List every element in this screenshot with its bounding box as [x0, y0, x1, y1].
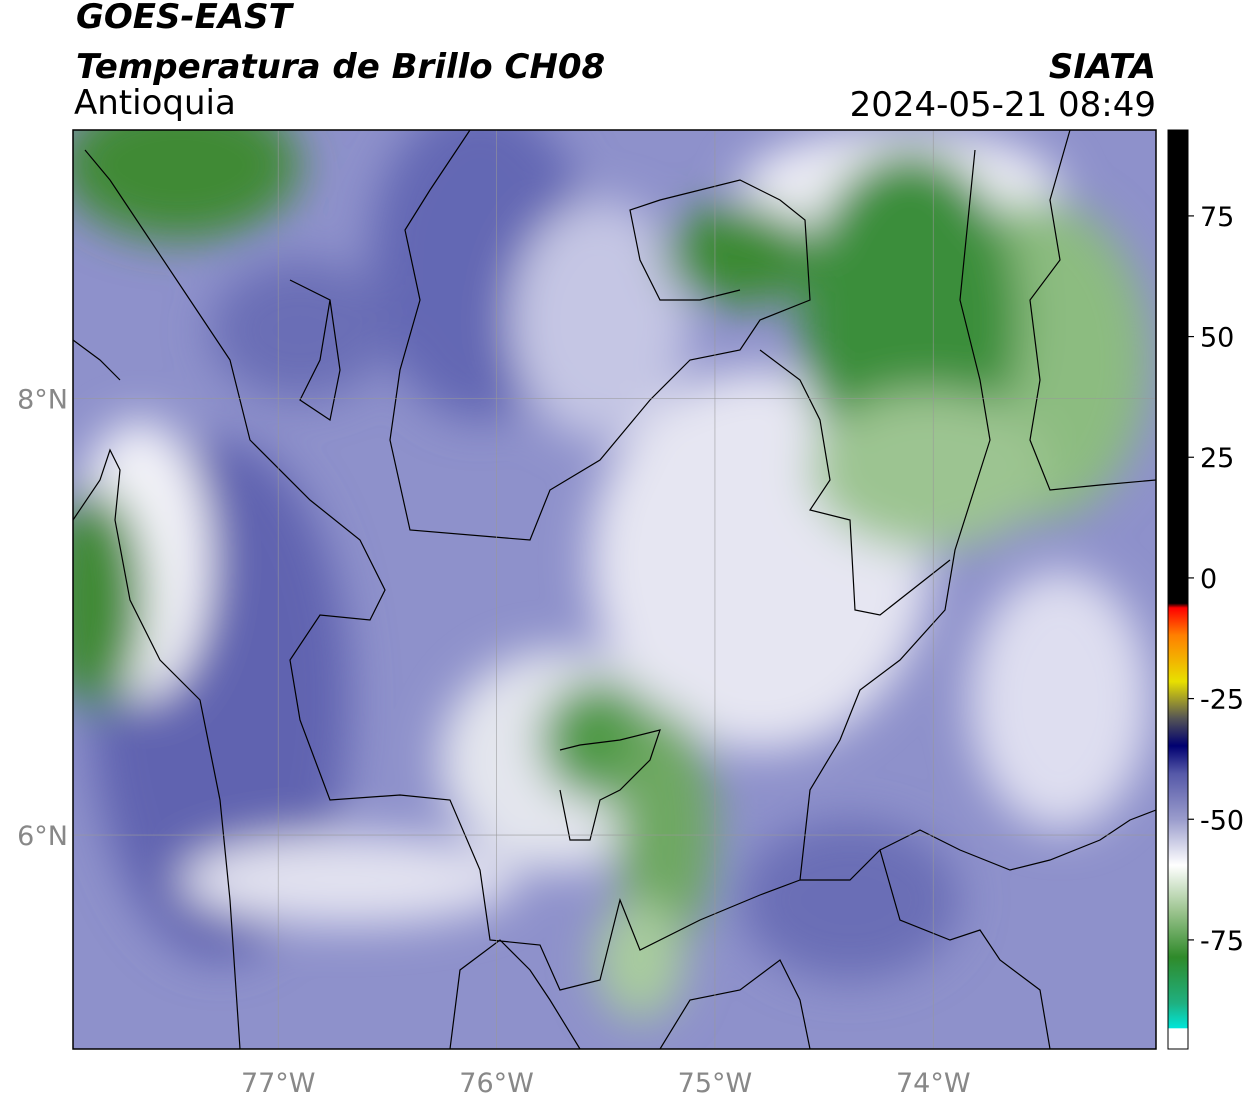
border: [559, 729, 661, 841]
border: [84, 149, 991, 991]
colorbar-tick-label: -25: [1200, 685, 1244, 716]
x-tick-label: 74°W: [896, 1068, 971, 1099]
title: GOES-EAST: [76, 0, 295, 37]
border: [659, 959, 811, 1049]
border: [73, 339, 121, 381]
region: Antioquia: [74, 83, 236, 123]
x-tick-label: 76°W: [459, 1068, 534, 1099]
border: [759, 349, 951, 616]
grid: [73, 130, 1156, 1049]
colorbar-tick-label: -75: [1200, 926, 1244, 957]
border: [449, 939, 581, 1049]
subtitle: Temperatura de Brillo CH08: [76, 47, 605, 87]
map-frame: [72, 129, 1157, 1050]
border: [879, 809, 1156, 871]
border: [289, 279, 341, 421]
border: [800, 848, 1051, 1049]
source: SIATA: [1049, 47, 1156, 87]
x-tick-label: 75°W: [678, 1068, 753, 1099]
colorbar-tick-label: 50: [1200, 323, 1234, 354]
border: [1029, 130, 1156, 491]
colorbar-tick-label: 75: [1200, 202, 1234, 233]
borders: [73, 130, 1156, 1049]
satellite-image: [73, 130, 1156, 1049]
colorbar-tick-label: -50: [1200, 805, 1244, 836]
x-tick-label: 77°W: [241, 1068, 316, 1099]
colorbar-tick-label: 0: [1200, 564, 1217, 595]
datetime: 2024-05-21 08:49: [850, 85, 1156, 125]
colorbar: [1167, 129, 1189, 1050]
border: [73, 448, 241, 1049]
y-tick-label: 6°N: [17, 821, 68, 852]
colorbar-tick-label: 25: [1200, 443, 1234, 474]
y-tick-label: 8°N: [17, 384, 68, 415]
